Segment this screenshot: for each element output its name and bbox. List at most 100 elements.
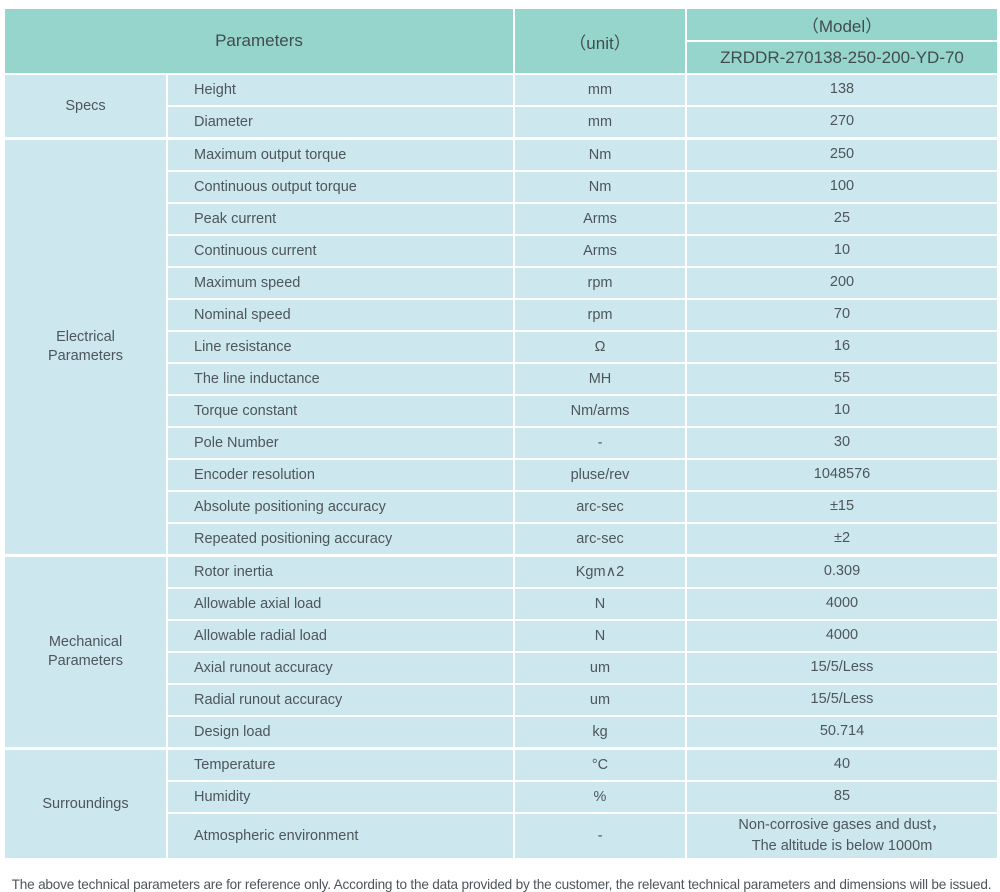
- param-cell: Design load: [166, 715, 515, 750]
- param-cell: Maximum output torque: [166, 137, 515, 172]
- unit-cell: %: [513, 780, 687, 814]
- value-cell: 250: [685, 137, 999, 172]
- unit-cell: pluse/rev: [513, 458, 687, 492]
- param-cell: Radial runout accuracy: [166, 683, 515, 717]
- value-cell: 200: [685, 266, 999, 300]
- param-cell: Diameter: [166, 105, 515, 140]
- value-cell: 4000: [685, 587, 999, 621]
- header-model: （Model）: [685, 7, 999, 42]
- table-row: Radial runout accuracy um 15/5/Less: [4, 683, 999, 717]
- unit-cell: um: [513, 651, 687, 685]
- value-cell: 10: [685, 394, 999, 428]
- value-cell: 50.714: [685, 715, 999, 750]
- unit-cell: Nm/arms: [513, 394, 687, 428]
- table-row: Mechanical Parameters Rotor inertia Kgm∧…: [3, 554, 999, 750]
- table-row: Maximum speed rpm 200: [4, 266, 999, 300]
- unit-cell: rpm: [513, 266, 687, 300]
- header-model-value: ZRDDR-270138-250-200-YD-70: [685, 40, 999, 75]
- unit-cell: °C: [513, 747, 687, 782]
- unit-cell: Arms: [513, 202, 687, 236]
- unit-cell: arc-sec: [513, 522, 687, 557]
- value-cell: 25: [685, 202, 999, 236]
- table-row: Axial runout accuracy um 15/5/Less: [4, 651, 999, 685]
- unit-cell: N: [513, 619, 687, 653]
- table-row: Peak current Arms 25: [4, 202, 999, 236]
- value-cell: 138: [685, 73, 999, 107]
- param-cell: Rotor inertia: [166, 554, 515, 589]
- table-row: Encoder resolution pluse/rev 1048576: [4, 458, 999, 492]
- value-cell: 15/5/Less: [685, 683, 999, 717]
- param-cell: Maximum speed: [166, 266, 515, 300]
- table-row: Surroundings Temperature °C 40: [3, 747, 999, 861]
- table-row: Continuous output torque Nm 100: [4, 170, 999, 204]
- table-row: Diameter mm 270: [4, 105, 999, 140]
- param-cell: Allowable radial load: [166, 619, 515, 653]
- value-cell: 16: [685, 330, 999, 364]
- param-cell: Continuous current: [166, 234, 515, 268]
- value-cell: 55: [685, 362, 999, 396]
- param-cell: Atmospheric environment: [166, 811, 515, 861]
- group-cell-mechanical: Mechanical Parameters: [3, 554, 168, 750]
- unit-cell: -: [513, 426, 687, 460]
- unit-cell: arc-sec: [513, 490, 687, 524]
- group-cell-electrical: Electrical Parameters: [3, 137, 168, 557]
- group-cell-specs: Specs: [3, 73, 168, 140]
- header-parameters: Parameters: [3, 7, 515, 75]
- param-cell: Encoder resolution: [166, 458, 515, 492]
- param-cell: Axial runout accuracy: [166, 651, 515, 685]
- unit-cell: MH: [513, 362, 687, 396]
- value-cell: 70: [685, 298, 999, 332]
- table-row: Torque constant Nm/arms 10: [4, 394, 999, 428]
- table-row: Absolute positioning accuracy arc-sec ±1…: [4, 490, 999, 524]
- param-cell: Height: [166, 73, 515, 107]
- param-cell: Nominal speed: [166, 298, 515, 332]
- param-cell: Allowable axial load: [166, 587, 515, 621]
- table-header: Parameters （unit） （Model） ZRDDR-270138-2…: [3, 7, 999, 75]
- table-row: Humidity % 85: [4, 780, 999, 814]
- unit-cell: um: [513, 683, 687, 717]
- value-cell: ±2: [685, 522, 999, 557]
- param-cell: Pole Number: [166, 426, 515, 460]
- value-cell: 40: [685, 747, 999, 782]
- unit-cell: -: [513, 811, 687, 861]
- unit-cell: Nm: [513, 170, 687, 204]
- value-cell: 85: [685, 780, 999, 814]
- param-cell: The line inductance: [166, 362, 515, 396]
- table-row: Line resistance Ω 16: [4, 330, 999, 364]
- unit-cell: Kgm∧2: [513, 554, 687, 589]
- unit-cell: mm: [513, 73, 687, 107]
- value-cell: ±15: [685, 490, 999, 524]
- unit-cell: Nm: [513, 137, 687, 172]
- value-cell: 1048576: [685, 458, 999, 492]
- param-cell: Peak current: [166, 202, 515, 236]
- param-cell: Temperature: [166, 747, 515, 782]
- param-cell: Humidity: [166, 780, 515, 814]
- table-row: Atmospheric environment - Non-corrosive …: [4, 811, 999, 861]
- table-row: Repeated positioning accuracy arc-sec ±2: [4, 522, 999, 557]
- table-row: Specs Height mm 138: [3, 73, 999, 140]
- value-cell: Non-corrosive gases and dust， The altitu…: [685, 811, 999, 861]
- spec-table: Parameters （unit） （Model） ZRDDR-270138-2…: [3, 7, 999, 861]
- param-cell: Continuous output torque: [166, 170, 515, 204]
- header-unit: （unit）: [513, 7, 687, 75]
- value-cell: 30: [685, 426, 999, 460]
- table-row: Pole Number - 30: [4, 426, 999, 460]
- unit-cell: Ω: [513, 330, 687, 364]
- unit-cell: N: [513, 587, 687, 621]
- param-cell: Torque constant: [166, 394, 515, 428]
- param-cell: Line resistance: [166, 330, 515, 364]
- value-cell: 270: [685, 105, 999, 140]
- footer-note: The above technical parameters are for r…: [11, 877, 992, 892]
- value-cell: 15/5/Less: [685, 651, 999, 685]
- table-row: Continuous current Arms 10: [4, 234, 999, 268]
- value-cell: 4000: [685, 619, 999, 653]
- unit-cell: Arms: [513, 234, 687, 268]
- table-row: Design load kg 50.714: [4, 715, 999, 750]
- param-cell: Absolute positioning accuracy: [166, 490, 515, 524]
- unit-cell: rpm: [513, 298, 687, 332]
- value-cell: 10: [685, 234, 999, 268]
- value-cell: 100: [685, 170, 999, 204]
- unit-cell: mm: [513, 105, 687, 140]
- table-row: Allowable radial load N 4000: [4, 619, 999, 653]
